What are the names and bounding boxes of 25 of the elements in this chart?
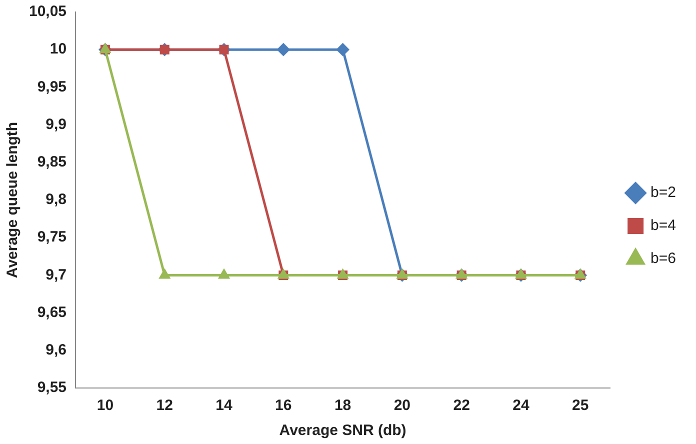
y-tick-label: 9,6 (46, 342, 67, 359)
legend-label: b=6 (650, 250, 676, 268)
y-axis-title: Average queue length (4, 122, 22, 278)
y-tick-label: 9,65 (37, 304, 67, 321)
y-tick-label: 10 (50, 40, 67, 58)
x-tick-label: 25 (572, 397, 589, 414)
y-tick-label: 9,7 (46, 266, 67, 284)
x-axis-title: Average SNR (db) (279, 422, 406, 440)
x-tick-label: 22 (453, 397, 470, 414)
y-tick-label: 10,05 (28, 3, 67, 20)
legend-label: b=2 (650, 184, 676, 202)
y-tick-label: 9,55 (37, 379, 67, 396)
x-tick-label: 20 (394, 397, 411, 414)
legend-label: b=4 (650, 217, 676, 234)
y-tick-label: 9,9 (46, 116, 67, 133)
x-tick-label: 24 (512, 397, 530, 414)
x-tick-label: 16 (275, 397, 292, 414)
x-tick-label: 14 (216, 397, 234, 414)
x-tick-label: 12 (156, 397, 173, 414)
y-tick-label: 9,8 (46, 191, 67, 208)
x-tick-label: 10 (96, 397, 114, 414)
y-tick-label: 9,75 (37, 228, 67, 246)
x-tick-label: 18 (334, 397, 352, 414)
y-tick-label: 9,85 (37, 154, 67, 171)
y-tick-label: 9,95 (37, 78, 67, 96)
